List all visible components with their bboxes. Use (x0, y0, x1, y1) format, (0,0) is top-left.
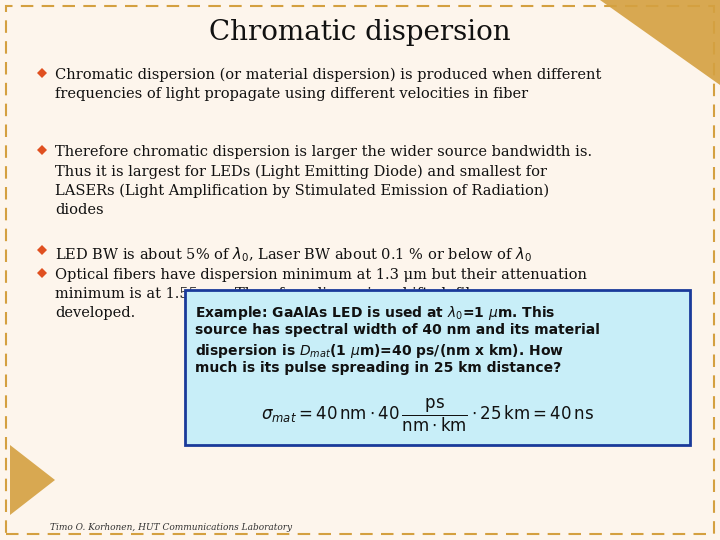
Text: dispersion is $D_{mat}$(1 $\mu$m)=40 ps/(nm x km). How: dispersion is $D_{mat}$(1 $\mu$m)=40 ps/… (195, 342, 564, 360)
Text: Chromatic dispersion (or material dispersion) is produced when different
frequen: Chromatic dispersion (or material disper… (55, 68, 601, 102)
Polygon shape (37, 145, 47, 155)
Polygon shape (10, 445, 55, 515)
Text: source has spectral width of 40 nm and its material: source has spectral width of 40 nm and i… (195, 323, 600, 337)
Text: $\sigma_{mat} = 40\,\mathrm{nm} \cdot 40\,\dfrac{\mathrm{ps}}{\mathrm{nm \cdot k: $\sigma_{mat} = 40\,\mathrm{nm} \cdot 40… (261, 396, 594, 434)
Text: Timo O. Korhonen, HUT Communications Laboratory: Timo O. Korhonen, HUT Communications Lab… (50, 523, 292, 531)
Text: Therefore chromatic dispersion is larger the wider source bandwidth is.
Thus it : Therefore chromatic dispersion is larger… (55, 145, 592, 217)
Polygon shape (37, 245, 47, 255)
Text: much is its pulse spreading in 25 km distance?: much is its pulse spreading in 25 km dis… (195, 361, 562, 375)
Polygon shape (37, 68, 47, 78)
Text: Optical fibers have dispersion minimum at 1.3 μm but their attenuation
minimum i: Optical fibers have dispersion minimum a… (55, 268, 587, 320)
FancyBboxPatch shape (185, 290, 690, 445)
Text: Example: GaAlAs LED is used at $\lambda_0$=1 $\mu$m. This: Example: GaAlAs LED is used at $\lambda_… (195, 304, 555, 322)
Polygon shape (37, 268, 47, 278)
Text: LED BW is about 5% of $\lambda_0$, Laser BW about 0.1 % or below of $\lambda_0$: LED BW is about 5% of $\lambda_0$, Laser… (55, 245, 532, 264)
Text: Chromatic dispersion: Chromatic dispersion (210, 18, 510, 45)
Polygon shape (600, 0, 720, 85)
